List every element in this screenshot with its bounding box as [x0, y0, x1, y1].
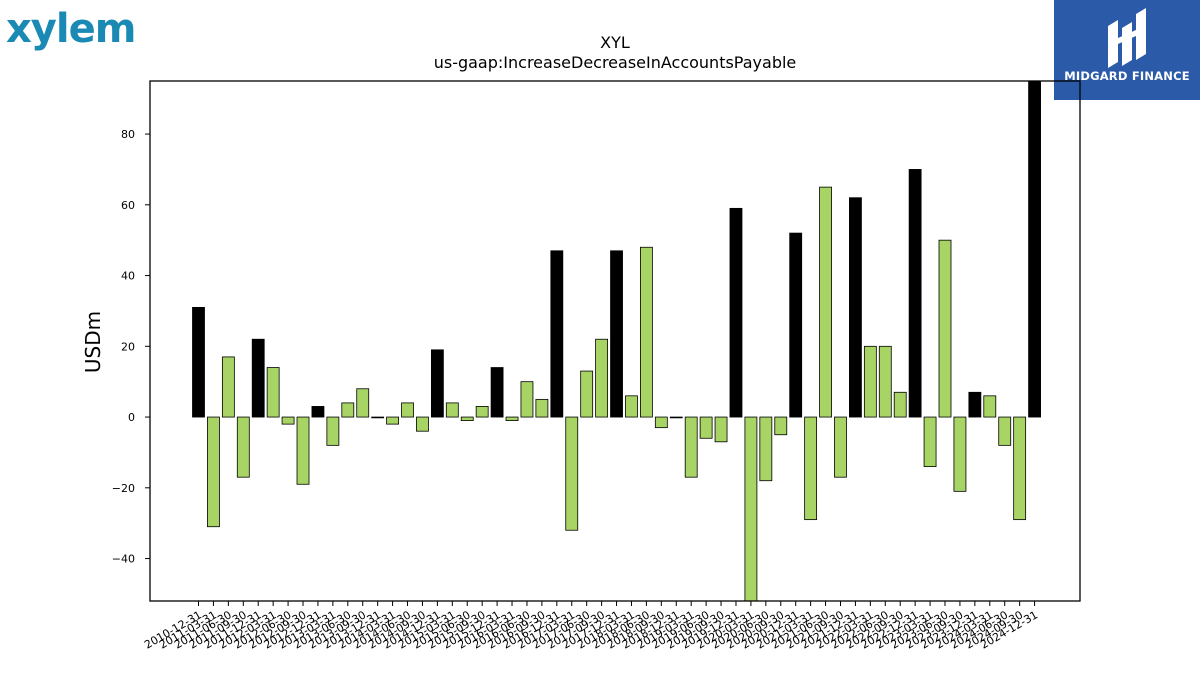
bar: [938, 239, 952, 418]
bar: [266, 367, 280, 418]
bar: [490, 367, 504, 418]
bar: [281, 416, 295, 425]
xylem-logo: xylem: [6, 6, 136, 52]
chart-title: XYL: [600, 33, 630, 52]
bar: [475, 406, 489, 418]
bar: [416, 416, 429, 432]
bar: [714, 416, 728, 443]
bar: [878, 345, 892, 418]
bar: [401, 402, 414, 418]
y-tick-label: −40: [112, 553, 135, 566]
bar: [804, 416, 818, 521]
y-tick-label: 60: [121, 199, 135, 212]
bar: [371, 416, 385, 419]
bar: [460, 416, 474, 421]
bar: [192, 306, 205, 418]
bar: [341, 402, 355, 418]
bar: [834, 416, 847, 478]
y-tick-label: 0: [128, 411, 135, 424]
bar: [550, 250, 564, 418]
y-tick-label: 40: [121, 270, 135, 283]
bar: [1028, 81, 1041, 418]
bar: [759, 416, 773, 482]
bar: [684, 416, 698, 478]
bar: [595, 338, 609, 418]
y-tick-label: 20: [121, 340, 135, 353]
bar: [849, 197, 862, 418]
midgard-logo-label: MIDGARD FINANCE: [1064, 69, 1190, 83]
bar: [221, 356, 235, 418]
bar: [774, 416, 788, 436]
bar: [565, 416, 579, 531]
bar: [430, 349, 444, 418]
midgard-finance-logo: MIDGARD FINANCE: [1054, 0, 1200, 100]
bar: [207, 416, 220, 528]
chart-subtitle: us-gaap:IncreaseDecreaseInAccountsPayabl…: [434, 53, 797, 72]
bar: [983, 395, 997, 418]
bar: [1013, 416, 1027, 521]
bar: [729, 207, 743, 418]
bar: [923, 416, 937, 467]
bar: [863, 345, 877, 418]
y-tick-label: 80: [121, 128, 135, 141]
bar: [505, 416, 519, 421]
bars-group: [192, 81, 1041, 601]
bar: [610, 250, 623, 418]
bar: [445, 402, 459, 418]
bar: [998, 416, 1012, 446]
bar: [968, 391, 982, 418]
bar: [819, 186, 832, 418]
bar: [625, 395, 638, 418]
bar: [699, 416, 713, 439]
bar: [251, 338, 265, 418]
bar: [296, 416, 310, 485]
bar: [908, 169, 922, 418]
midgard-logo-icon: [1108, 8, 1146, 68]
y-axis-label: USDm: [81, 311, 105, 373]
bar: [789, 232, 803, 418]
bar: [386, 416, 399, 425]
bar: [535, 398, 549, 418]
plot-frame: [149, 80, 1081, 602]
y-tick-label: −20: [112, 482, 135, 495]
bar: [744, 416, 758, 601]
bar: [356, 388, 370, 418]
bar: [669, 416, 683, 419]
bar: [580, 370, 594, 418]
bar: [654, 416, 668, 429]
bar: [953, 416, 967, 492]
bar: [893, 391, 907, 418]
bar: [236, 416, 250, 478]
bar: [311, 406, 325, 418]
plot-area: −40−200204060802010-12-312011-03-312011-…: [112, 80, 1081, 652]
bar: [520, 381, 534, 418]
bar: [640, 246, 653, 418]
bar: [326, 416, 340, 446]
